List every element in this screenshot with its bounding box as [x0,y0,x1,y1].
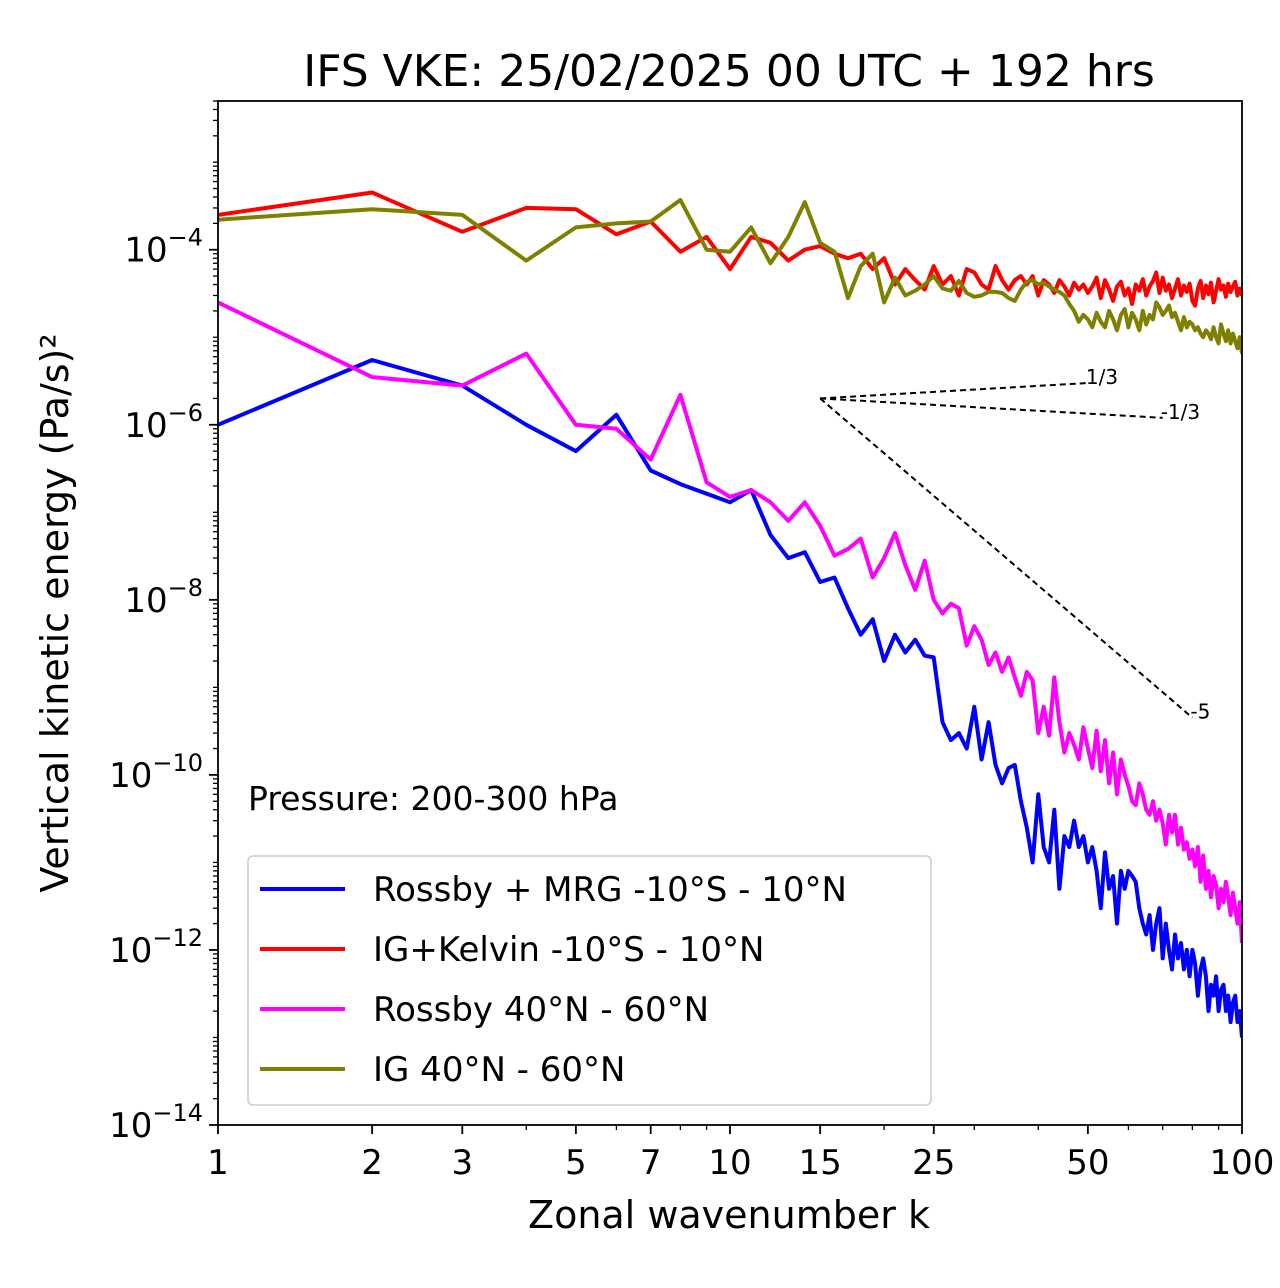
reference-slope-line-3 [819,397,1194,719]
series-line-1 [218,358,1242,1038]
legend: Rossby + MRG -10°S - 10°N IG+Kelvin -10°S… [247,855,932,1106]
reference-slope-label-2: -1/3 [1161,400,1200,424]
x-axis-ticks: 1 2 3 5 7 10 15 25 50 100 [207,1125,1274,1183]
chart-title: IFS VKE: 25/02/2025 00 UTC + 192 hrs [303,46,1155,97]
series-line-3 [218,300,1242,944]
x-axis-label-text: Zonal wavenumber k [528,1193,930,1237]
x-tick-label: 50 [1066,1143,1109,1183]
reference-slope-label-1: 1/3 [1086,365,1118,389]
y-tick-label: 10−6 [124,399,203,446]
legend-label-3: Rossby 40°N - 60°N [373,990,709,1030]
y-tick-label: 10−10 [109,749,203,796]
series-layer [218,190,1242,1038]
y-axis-label-text: Vertical kinetic energy (Pa/s)² [33,333,77,892]
series-line-4 [218,198,1242,354]
legend-label-4: IG 40°N - 60°N [373,1050,625,1090]
y-axis-ticks: 10−14 10−12 10−10 10−8 10−6 10−4 [109,100,218,1146]
x-tick-label: 2 [361,1143,383,1183]
y-tick-label: 10−8 [124,574,203,621]
y-axis-label: Vertical kinetic energy (Pa/s)² [33,333,77,892]
x-tick-label: 3 [451,1143,473,1183]
pressure-annotation: Pressure: 200-300 hPa [248,779,618,818]
x-axis-label: Zonal wavenumber k [528,1193,930,1237]
y-tick-label: 10−4 [124,224,203,271]
legend-frame [247,855,932,1106]
x-tick-label: 1 [207,1143,229,1183]
x-tick-label: 7 [640,1143,662,1183]
legend-label-2: IG+Kelvin -10°S - 10°N [373,930,764,970]
x-tick-label: 25 [912,1143,955,1183]
reference-slope-line-2 [820,397,1163,419]
y-tick-label: 10−12 [109,924,203,971]
reference-slopes: 1/3 -1/3 -5 [819,365,1210,724]
x-tick-label: 5 [565,1143,587,1183]
legend-label-1: Rossby + MRG -10°S - 10°N [373,870,847,910]
x-tick-label: 15 [799,1143,842,1183]
x-tick-label: 100 [1210,1143,1275,1183]
reference-slope-label-3: -5 [1190,700,1210,724]
reference-slope-line-1 [820,382,1088,400]
y-tick-label: 10−14 [109,1099,203,1146]
x-tick-label: 10 [708,1143,751,1183]
series-line-2 [218,190,1242,308]
